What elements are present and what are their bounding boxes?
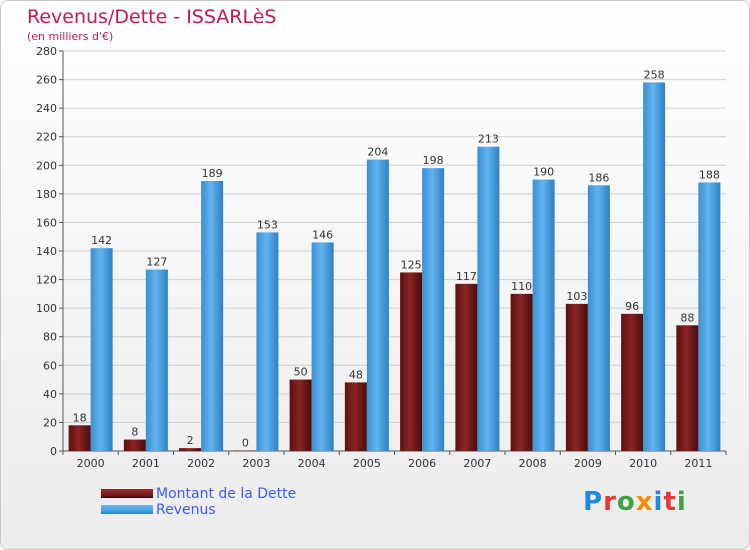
value-label-debt: 2 (187, 434, 194, 447)
bar-debt (621, 313, 644, 451)
y-tick-label: 220 (36, 131, 57, 144)
value-label-revenue: 204 (367, 146, 388, 159)
value-label-debt: 88 (680, 311, 694, 324)
bar-debt (455, 283, 478, 451)
y-tick-label: 280 (36, 45, 57, 58)
value-label-debt: 125 (401, 258, 422, 271)
y-tick-label: 200 (36, 159, 57, 172)
y-tick-label: 80 (43, 331, 57, 344)
bar-revenue (698, 182, 721, 451)
y-tick-label: 100 (36, 302, 57, 315)
y-tick-label: 160 (36, 216, 57, 229)
logo-letter: i (653, 487, 664, 517)
value-label-debt: 96 (625, 300, 639, 313)
y-tick-label: 20 (43, 416, 57, 429)
bar-debt (565, 303, 588, 451)
x-tick-label: 2008 (519, 457, 547, 470)
value-label-debt: 8 (131, 426, 138, 439)
chart-subtitle: (en milliers d'€) (27, 30, 114, 43)
y-tick-label: 140 (36, 245, 57, 258)
value-label-debt: 117 (456, 270, 477, 283)
value-label-debt: 18 (73, 411, 87, 424)
logo-letter: x (635, 487, 654, 517)
y-tick-label: 260 (36, 74, 57, 87)
x-tick-label: 2009 (574, 457, 602, 470)
value-label-revenue: 153 (257, 218, 278, 231)
bar-debt (344, 382, 367, 451)
y-tick-label: 0 (50, 445, 57, 458)
legend-swatch-revenue (101, 505, 153, 514)
x-tick-label: 2007 (463, 457, 491, 470)
logo-letter: r (603, 487, 617, 517)
bar-debt (289, 379, 312, 451)
bar-debt (400, 272, 423, 451)
logo-letter: i (676, 487, 687, 517)
value-label-debt: 110 (511, 280, 532, 293)
x-tick-label: 2002 (187, 457, 215, 470)
value-label-debt: 0 (242, 437, 249, 450)
value-label-debt: 103 (566, 290, 587, 303)
y-tick-label: 180 (36, 188, 57, 201)
proxiti-logo: Proxiti (583, 487, 687, 517)
x-tick-label: 2010 (629, 457, 657, 470)
y-tick-label: 60 (43, 359, 57, 372)
bar-revenue (311, 242, 334, 451)
value-label-revenue: 186 (588, 171, 609, 184)
value-label-debt: 48 (349, 368, 363, 381)
value-label-revenue: 258 (644, 68, 665, 81)
legend-swatch-debt (101, 489, 153, 498)
bar-revenue (366, 159, 389, 452)
value-label-debt: 50 (294, 366, 308, 379)
legend-label-revenue: Revenus (156, 502, 216, 518)
bar-debt (179, 448, 202, 451)
x-tick-label: 2004 (298, 457, 326, 470)
value-label-revenue: 189 (202, 167, 223, 180)
x-tick-label: 2005 (353, 457, 381, 470)
bar-revenue (587, 185, 610, 452)
bar-debt (234, 450, 257, 451)
logo-letter: P (583, 487, 604, 517)
value-label-revenue: 142 (91, 234, 112, 247)
value-label-revenue: 127 (146, 256, 167, 269)
bar-revenue (643, 82, 666, 451)
y-tick-label: 40 (43, 388, 57, 401)
legend-item-revenue: Revenus (101, 502, 401, 518)
value-label-revenue: 190 (533, 166, 554, 179)
bar-chart: 0204060801001201401601802002202402602801… (36, 45, 727, 470)
legend-item-debt: Montant de la Dette (101, 486, 401, 502)
bar-debt (123, 439, 146, 451)
bar-revenue (256, 232, 279, 451)
y-tick-label: 120 (36, 274, 57, 287)
bar-debt (68, 425, 91, 451)
logo-letter: t (663, 487, 677, 517)
bar-revenue (477, 146, 500, 451)
value-label-revenue: 188 (699, 168, 720, 181)
value-label-revenue: 213 (478, 133, 499, 146)
chart-title: Revenus/Dette - ISSARLèS (27, 6, 277, 28)
bar-revenue (532, 179, 555, 452)
y-tick-label: 240 (36, 102, 57, 115)
bar-revenue (90, 248, 113, 451)
bar-revenue (422, 168, 445, 451)
x-tick-label: 2003 (242, 457, 270, 470)
x-tick-label: 2001 (132, 457, 160, 470)
logo-letter: o (616, 487, 636, 517)
x-tick-label: 2000 (77, 457, 105, 470)
bar-revenue (201, 181, 224, 451)
bar-debt (510, 293, 533, 451)
legend-label-debt: Montant de la Dette (156, 486, 297, 502)
bar-debt (676, 325, 699, 451)
value-label-revenue: 198 (423, 154, 444, 167)
bar-revenue (145, 269, 168, 451)
x-tick-label: 2011 (684, 457, 712, 470)
value-label-revenue: 146 (312, 228, 333, 241)
legend: Montant de la Dette Revenus (101, 486, 401, 518)
x-tick-label: 2006 (408, 457, 436, 470)
